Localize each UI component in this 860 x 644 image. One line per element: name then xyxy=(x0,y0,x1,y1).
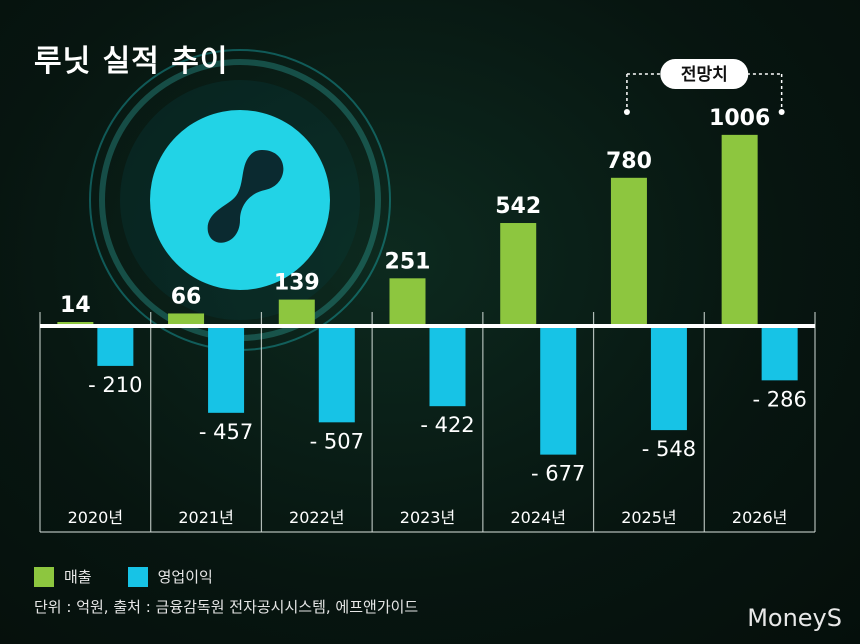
category-label: 2021년 xyxy=(178,508,233,527)
axis: 2020년 2021년 2022년 2023년 2024년 2025년 2026년 xyxy=(40,324,815,527)
operating-bar xyxy=(761,326,798,381)
legend-label-operating: 영업이익 xyxy=(157,568,213,586)
revenue-bar xyxy=(389,278,426,326)
gridlines xyxy=(39,312,816,533)
forecast-label: 전망치 xyxy=(681,65,728,85)
chart-title: 루닛 실적 추이 xyxy=(34,44,229,79)
category-label: 2025년 xyxy=(621,508,676,527)
category-label: 2022년 xyxy=(289,508,344,527)
category-label: 2024년 xyxy=(510,508,565,527)
lunit-logo-graphic xyxy=(89,49,391,351)
category-label: 2023년 xyxy=(400,508,455,527)
bars xyxy=(57,134,798,455)
revenue-bar xyxy=(721,134,758,326)
operating-value-label: - 507 xyxy=(310,429,364,453)
revenue-bar xyxy=(500,223,537,326)
revenue-bar xyxy=(278,299,315,326)
revenue-bar xyxy=(168,313,205,326)
revenue-value-label: 542 xyxy=(495,194,541,219)
forecast-bracket-dot-right xyxy=(778,109,785,115)
forecast-bracket: 전망치 xyxy=(623,59,785,115)
revenue-bar xyxy=(610,177,647,326)
operating-bar xyxy=(318,326,355,423)
legend-swatch-revenue xyxy=(34,566,54,587)
moneys-logo: MoneyS xyxy=(747,604,842,632)
category-label: 2026년 xyxy=(732,508,787,527)
operating-value-label: - 210 xyxy=(88,373,142,397)
operating-bar xyxy=(429,326,466,407)
operating-value-label: - 422 xyxy=(420,413,474,437)
data-labels: 14 - 210 66 - 457 139 - 507 251 - 422 542 - 677 78… xyxy=(60,106,807,486)
revenue-value-label: 780 xyxy=(606,149,652,174)
operating-bar xyxy=(208,326,245,413)
revenue-value-label: 251 xyxy=(385,249,431,274)
legend-swatch-operating xyxy=(127,566,148,587)
revenue-value-label: 66 xyxy=(171,284,202,309)
operating-value-label: - 677 xyxy=(531,462,585,486)
legend-label-revenue: 매출 xyxy=(64,568,92,586)
legend: 매출 영업이익 xyxy=(34,566,239,587)
source-note: 단위 : 억원, 출처 : 금융감독원 전자공시시스템, 에프앤가이드 xyxy=(34,598,419,616)
revenue-value-label: 14 xyxy=(60,293,91,318)
operating-value-label: - 548 xyxy=(642,437,696,461)
forecast-bracket-dot-left xyxy=(623,109,630,115)
forecast-pill xyxy=(660,59,749,89)
operating-value-label: - 286 xyxy=(752,387,806,411)
operating-bar xyxy=(97,326,134,366)
revenue-value-label: 1006 xyxy=(709,106,770,131)
revenue-value-label: 139 xyxy=(274,271,320,296)
operating-bar xyxy=(540,326,577,455)
operating-bar xyxy=(650,326,687,431)
operating-value-label: - 457 xyxy=(199,420,253,444)
category-label: 2020년 xyxy=(68,508,123,527)
